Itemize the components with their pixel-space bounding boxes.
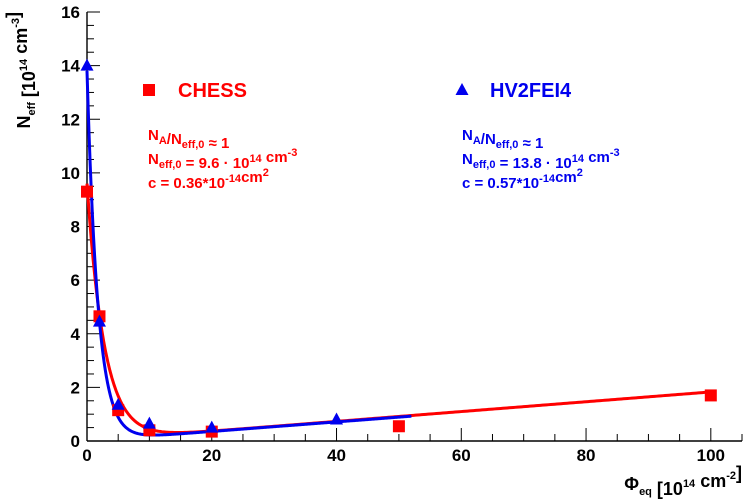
fit-annotation-line: Neff,0 = 9.6 · 1014 cm-3 — [148, 147, 297, 172]
y-tick-label: 2 — [71, 378, 80, 397]
axis-title-fragment: ] — [3, 12, 23, 18]
x-tick-label: 0 — [82, 446, 91, 465]
axis-title-fragment: ] — [736, 463, 742, 483]
axis-title-fragment: Φ — [624, 474, 639, 494]
x-tick-label: 100 — [697, 446, 725, 465]
annotation-fragment: = 13.8 · 10 — [495, 155, 571, 172]
data-points — [80, 58, 717, 438]
fit-annotation-line: Neff,0 = 13.8 · 1014 cm-3 — [462, 147, 620, 172]
y-tick-label: 8 — [71, 218, 80, 237]
legend-label-chess: CHESS — [178, 80, 247, 102]
axis-title-fragment: 14 — [18, 58, 30, 71]
data-point-hv2fei4 — [330, 412, 344, 425]
data-point-chess — [81, 185, 93, 198]
axis-title-fragment: N — [14, 116, 34, 129]
annotation-fragment: -14 — [225, 173, 242, 185]
annotation-fragment: cm — [555, 169, 577, 186]
annotation-fragment: = 9.6 · 10 — [181, 155, 249, 172]
legend: CHESS HV2FEI4 — [143, 80, 572, 102]
annotation-fragment: N — [148, 127, 159, 144]
data-point-hv2fei4 — [142, 416, 156, 429]
annotation-fragment: N — [462, 151, 473, 168]
annotation-fragment: cm — [584, 149, 610, 166]
x-tick-label: 40 — [327, 446, 346, 465]
annotation-fragment: N — [148, 151, 159, 168]
annotation-fragment: eff,0 — [473, 159, 496, 171]
annotation-fragment: 2 — [577, 167, 583, 179]
y-tick-label: 14 — [61, 57, 80, 76]
annotation-fragment: N — [462, 127, 473, 144]
y-tick-label: 10 — [61, 164, 80, 183]
axis-title-fragment: 14 — [683, 478, 696, 490]
data-point-hv2fei4 — [111, 397, 125, 410]
data-point-hv2fei4 — [80, 58, 94, 71]
fit-annotation-line: NA/Neff,0 ≈ 1 — [462, 127, 543, 152]
annotation-fragment: c = 0.36*10 — [148, 175, 225, 192]
annotation-fragment: eff,0 — [159, 159, 182, 171]
data-point-hv2fei4 — [205, 420, 219, 433]
annotation-fragment: cm — [262, 149, 288, 166]
y-tick-label: 12 — [61, 110, 80, 129]
annotation-fragment: -14 — [539, 173, 556, 185]
data-point-hv2fei4 — [92, 314, 106, 327]
fit-annotation-line: NA/Neff,0 ≈ 1 — [148, 127, 229, 152]
data-point-chess — [392, 420, 405, 433]
x-axis-title: Φeq [1014 cm-2] — [624, 463, 742, 499]
legend-label-hv2fei4: HV2FEI4 — [490, 80, 572, 102]
fit-curves — [85, 70, 711, 437]
x-tick-label: 60 — [452, 446, 471, 465]
axis-title-fragment: eff — [26, 102, 38, 116]
axis-title-fragment: -3 — [10, 18, 22, 28]
axis-title-fragment: [10 — [19, 71, 39, 102]
annotation-fragment: /N — [481, 131, 496, 148]
annotation-fragment: A — [473, 135, 481, 147]
axis-title-fragment: -2 — [726, 470, 736, 482]
fit-curve-hv2fei4 — [85, 70, 412, 437]
legend-marker-hv2fei4 — [455, 83, 469, 95]
annotation-fragment: A — [159, 135, 167, 147]
axis-title-fragment: cm — [695, 471, 726, 491]
annotation-fragment: -3 — [610, 147, 620, 159]
annotation-fragment: ≈ 1 — [204, 135, 229, 152]
annotation-fragment: 14 — [572, 153, 585, 165]
axis-title-fragment: cm — [11, 28, 31, 59]
annotation-fragment: cm — [241, 169, 263, 186]
annotation-fragment: /N — [167, 131, 182, 148]
x-tick-label: 80 — [577, 446, 596, 465]
axis-titles: Φeq [1014 cm-2]Neff [1014 cm-3] — [3, 12, 742, 499]
annotation-fragment: 14 — [249, 153, 262, 165]
y-tick-label: 0 — [71, 432, 80, 451]
y-axis-title: Neff [1014 cm-3] — [3, 12, 39, 129]
axes: 0 2 4 6 8 10 12 14 16 0 20 40 60 80 100 — [61, 3, 743, 465]
annotation-fragment: eff,0 — [496, 139, 519, 151]
annotation-fragment: ≈ 1 — [518, 135, 543, 152]
x-tick-label: 20 — [202, 446, 221, 465]
y-tick-label: 16 — [61, 3, 80, 22]
fit-annotation-line: c = 0.57*10-14cm2 — [462, 167, 583, 192]
legend-marker-chess — [143, 84, 155, 96]
annotation-fragment: eff,0 — [182, 139, 205, 151]
y-tick-label: 4 — [71, 325, 81, 344]
axis-title-fragment: [10 — [652, 479, 683, 499]
fit-annotation-line: c = 0.36*10-14cm2 — [148, 167, 269, 192]
fit-curve-chess — [85, 183, 711, 434]
annotation-fragment: 2 — [263, 167, 269, 179]
data-point-chess — [704, 389, 717, 402]
annotation-fragment: -3 — [288, 147, 298, 159]
annotation-fragment: c = 0.57*10 — [462, 175, 539, 192]
axis-title-fragment: eq — [639, 486, 652, 498]
y-tick-label: 6 — [71, 271, 80, 290]
